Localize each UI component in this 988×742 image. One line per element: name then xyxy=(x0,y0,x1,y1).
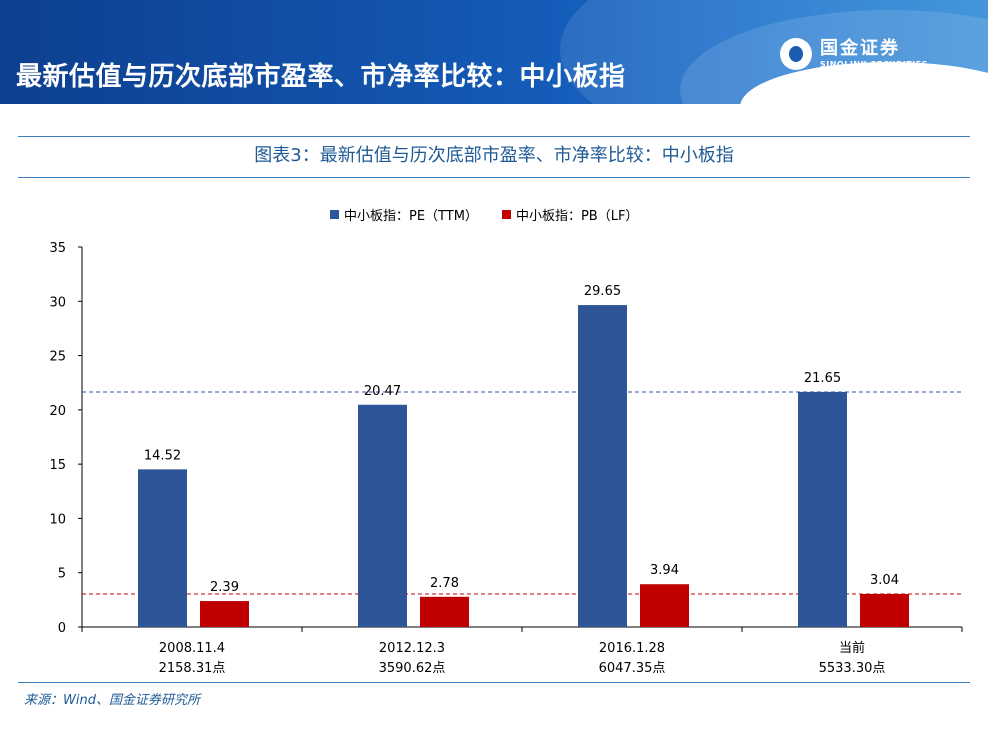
y-tick-label: 5 xyxy=(58,567,66,582)
x-tick-sublabel: 6047.35点 xyxy=(599,661,666,676)
logo-name-cn: 国金证券 xyxy=(820,37,900,59)
y-tick-label: 30 xyxy=(49,295,66,310)
legend-label-pb: 中小板指：PB（LF） xyxy=(515,209,639,224)
title-rule-top xyxy=(18,136,970,137)
y-tick-label: 0 xyxy=(58,621,66,636)
pe-bar xyxy=(578,305,627,627)
legend-label-pe: 中小板指：PE（TTM） xyxy=(344,209,478,224)
chart-title: 图表3：最新估值与历次底部市盈率、市净率比较：中小板指 xyxy=(254,145,734,166)
x-tick-sublabel: 5533.30点 xyxy=(819,661,886,676)
x-tick-label: 2012.12.3 xyxy=(379,641,445,656)
y-tick-label: 15 xyxy=(49,458,66,473)
pb-data-label: 3.04 xyxy=(870,573,899,588)
pb-bar xyxy=(420,596,469,627)
y-tick-label: 20 xyxy=(49,404,66,419)
pe-bar xyxy=(358,404,407,627)
header-banner: 最新估值与历次底部市盈率、市净率比较：中小板指 国金证券 SINOLINK SE… xyxy=(0,0,988,104)
pe-data-label: 21.65 xyxy=(804,371,841,386)
company-logo: 国金证券 SINOLINK SECURITIES xyxy=(780,36,928,72)
title-rule-bottom xyxy=(18,177,970,178)
source-note: 来源：Wind、国金证券研究所 xyxy=(24,693,200,708)
x-tick-label: 2008.11.4 xyxy=(159,641,225,656)
logo-icon xyxy=(780,38,812,70)
x-tick-label: 当前 xyxy=(839,640,865,656)
x-tick-sublabel: 3590.62点 xyxy=(379,661,446,676)
pe-bar xyxy=(798,391,847,627)
pe-data-label: 29.65 xyxy=(584,284,621,299)
y-tick-label: 35 xyxy=(49,241,66,256)
pb-bar xyxy=(200,601,249,627)
page-title: 最新估值与历次底部市盈率、市净率比较：中小板指 xyxy=(16,62,626,92)
pb-data-label: 3.94 xyxy=(650,563,679,578)
pb-bar xyxy=(860,593,909,627)
y-tick-label: 10 xyxy=(49,512,66,527)
legend-swatch-pb xyxy=(501,210,511,219)
pe-bar xyxy=(138,469,187,627)
legend-item-pb: 中小板指：PB（LF） xyxy=(501,205,639,224)
pb-data-label: 2.39 xyxy=(210,580,239,595)
pb-data-label: 2.78 xyxy=(430,576,459,591)
pe-data-label: 14.52 xyxy=(144,448,181,463)
x-tick-sublabel: 2158.31点 xyxy=(159,661,226,676)
logo-name-en: SINOLINK SECURITIES xyxy=(820,59,928,69)
legend-swatch-pe xyxy=(330,210,339,219)
source-rule xyxy=(18,682,970,683)
bar-chart: 0 5 10 15 20 25 30 35 14.52 2.39 2008.11.4 2158.31点… xyxy=(49,241,963,676)
chart-legend: 中小板指：PE（TTM） 中小板指：PB（LF） xyxy=(330,205,662,224)
x-tick-label: 2016.1.28 xyxy=(599,641,665,656)
pb-bar xyxy=(640,584,689,627)
y-tick-label: 25 xyxy=(49,350,66,365)
legend-item-pe: 中小板指：PE（TTM） xyxy=(330,205,478,224)
pe-data-label: 20.47 xyxy=(364,384,401,399)
